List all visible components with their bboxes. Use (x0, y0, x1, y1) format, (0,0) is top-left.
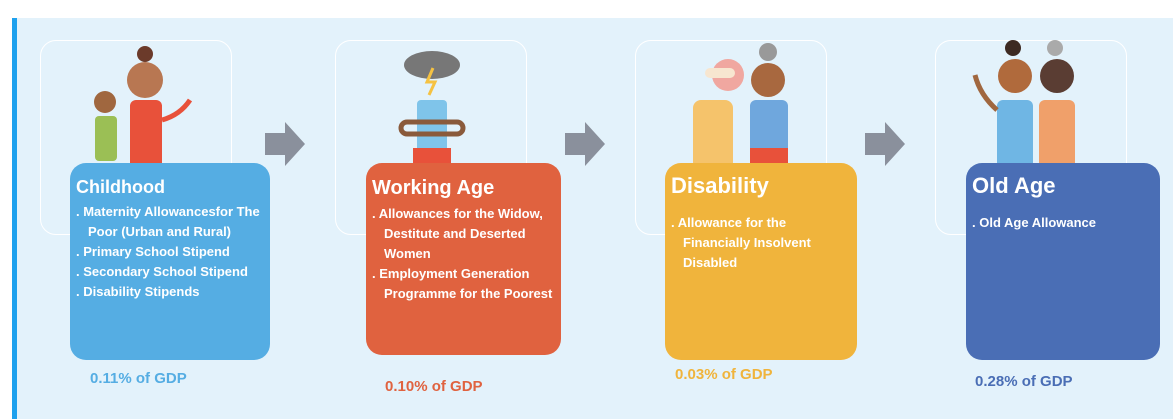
figure-shape (693, 100, 733, 170)
arrow (565, 122, 605, 166)
illustration (335, 40, 535, 170)
arrow-shape (565, 122, 605, 166)
stage-item: . Old Age Allowance (972, 213, 1152, 233)
arrow-shape (265, 122, 305, 166)
figure-shape (705, 68, 735, 78)
figure-shape (94, 91, 116, 113)
figure-shape (997, 100, 1033, 170)
stage-item: . Employment Generation Programme for th… (372, 264, 553, 304)
stage-title: Old Age (972, 173, 1152, 199)
accent-bar (12, 18, 17, 419)
stage-card: Disability . Allowance for the Financiall… (665, 163, 857, 360)
illustration (40, 40, 240, 170)
stage-item: . Allowance for the Financially Insolven… (671, 213, 849, 273)
page: Childhood . Maternity Allowancesfor The P… (0, 0, 1173, 419)
figure-shape (1047, 40, 1063, 56)
stage-card: Working Age . Allowances for the Widow, D… (366, 163, 561, 355)
stage-item: . Primary School Stipend (76, 242, 262, 262)
stage-title: Childhood (76, 177, 262, 198)
figure-shape (998, 59, 1032, 93)
arrow (865, 122, 905, 166)
figure-shape (137, 46, 153, 62)
stage-item: . Secondary School Stipend (76, 262, 262, 282)
figure-shape (1040, 59, 1074, 93)
figure-shape (759, 43, 777, 61)
figure-shape (404, 51, 460, 79)
illustration (935, 40, 1135, 170)
figure-shape (751, 63, 785, 97)
stage-item: . Disability Stipends (76, 282, 262, 302)
stage-card: Childhood . Maternity Allowancesfor The P… (70, 163, 270, 360)
figure-shape (127, 62, 163, 98)
figure-shape (130, 100, 162, 170)
figure-shape (95, 116, 117, 161)
gdp-share: 0.28% of GDP (975, 373, 1073, 390)
figure-shape (162, 100, 190, 120)
stage-item: . Allowances for the Widow, Destitute an… (372, 204, 553, 264)
stage-item: . Maternity Allowancesfor The Poor (Urba… (76, 202, 262, 242)
gdp-share: 0.03% of GDP (675, 366, 773, 383)
figure-shape (1005, 40, 1021, 56)
figure-shape (1039, 100, 1075, 170)
stage-card: Old Age . Old Age Allowance (966, 163, 1160, 360)
arrow (265, 122, 305, 166)
stage-title: Working Age (372, 177, 553, 200)
gdp-share: 0.10% of GDP (385, 378, 483, 395)
illustration (635, 40, 835, 170)
figure-shape (975, 75, 997, 110)
gdp-share: 0.11% of GDP (90, 370, 187, 387)
stage-title: Disability (671, 173, 849, 199)
arrow-shape (865, 122, 905, 166)
